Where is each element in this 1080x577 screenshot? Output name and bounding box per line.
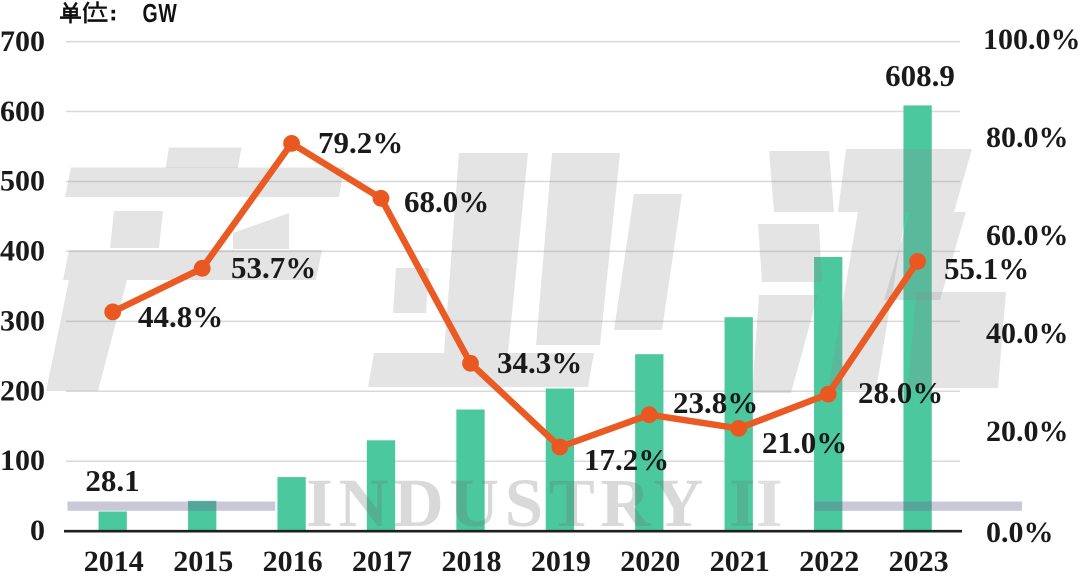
svg-text:2022: 2022: [799, 545, 859, 577]
svg-text:17.2%: 17.2%: [584, 442, 669, 477]
svg-text:2018: 2018: [442, 545, 502, 577]
svg-text:34.3%: 34.3%: [497, 345, 582, 380]
svg-text:608.9: 608.9: [885, 58, 955, 93]
svg-text:2021: 2021: [710, 545, 770, 577]
svg-text:28.1: 28.1: [85, 463, 139, 498]
svg-text:100.0%: 100.0%: [983, 23, 1080, 56]
svg-text:2015: 2015: [173, 545, 233, 577]
svg-text:700: 700: [0, 25, 45, 58]
svg-text:GW: GW: [143, 0, 178, 28]
svg-text:28.0%: 28.0%: [858, 375, 943, 410]
svg-text:20.0%: 20.0%: [986, 415, 1069, 448]
svg-text:0: 0: [30, 514, 45, 547]
svg-text:2020: 2020: [620, 545, 680, 577]
svg-text:300: 300: [0, 304, 45, 337]
svg-text:2019: 2019: [531, 545, 591, 577]
svg-text:2014: 2014: [84, 545, 144, 577]
svg-text:60.0%: 60.0%: [986, 219, 1069, 252]
svg-text:II: II: [729, 465, 783, 541]
svg-text:2016: 2016: [263, 545, 323, 577]
svg-text:INDUSTRY: INDUSTRY: [306, 465, 709, 541]
svg-text:55.1%: 55.1%: [944, 251, 1029, 286]
svg-text:400: 400: [0, 235, 45, 268]
svg-text:44.8%: 44.8%: [138, 299, 223, 334]
svg-text:2023: 2023: [889, 545, 949, 577]
svg-text:600: 600: [0, 95, 45, 128]
svg-text:80.0%: 80.0%: [986, 121, 1069, 154]
svg-text:23.8%: 23.8%: [673, 385, 758, 420]
svg-text:0.0%: 0.0%: [986, 516, 1054, 549]
svg-text:79.2%: 79.2%: [318, 125, 403, 160]
svg-text:53.7%: 53.7%: [231, 250, 316, 285]
svg-text:21.0%: 21.0%: [762, 425, 847, 460]
svg-text:100: 100: [0, 444, 45, 477]
svg-text:2017: 2017: [352, 545, 412, 577]
svg-text:200: 200: [0, 374, 45, 407]
svg-text:68.0%: 68.0%: [404, 184, 489, 219]
svg-text:500: 500: [0, 165, 45, 198]
svg-text:40.0%: 40.0%: [986, 317, 1069, 350]
